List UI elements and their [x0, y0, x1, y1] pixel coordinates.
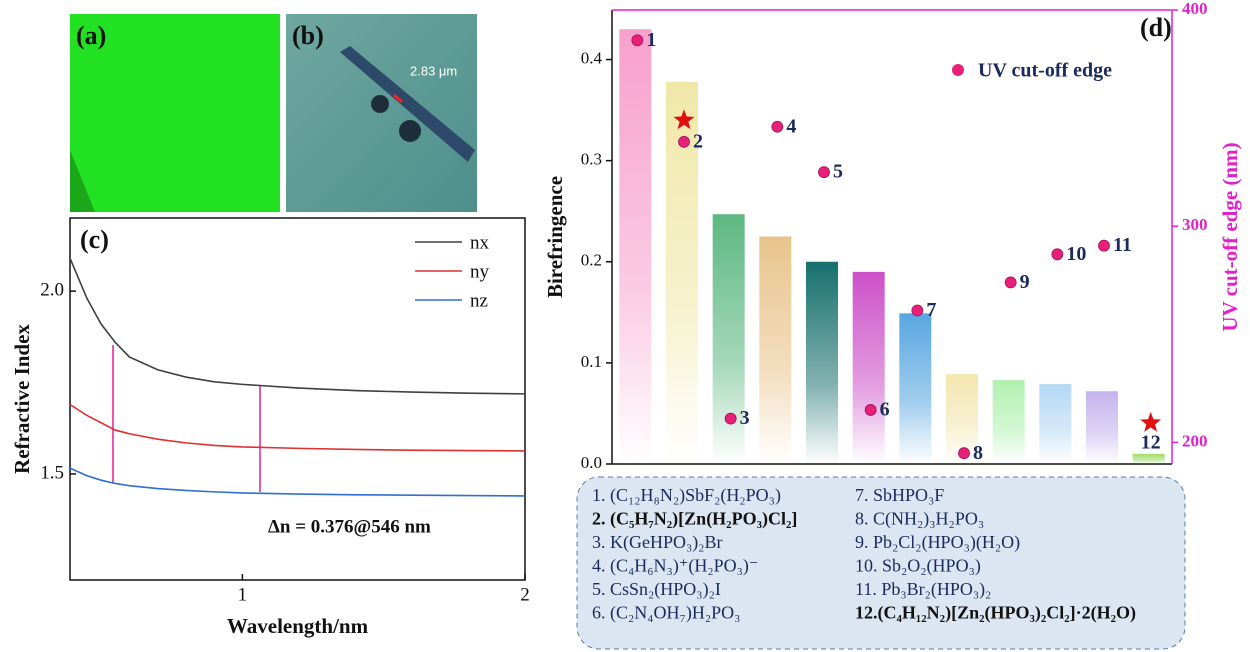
micrograph-a: [70, 14, 280, 212]
compound-item: 9. Pb₂Cl₂(HPO₃)(H₂O): [855, 532, 1020, 553]
point-label: 7: [926, 299, 936, 321]
micrograph-b: [286, 14, 477, 212]
uv-point: [958, 447, 970, 460]
y-axis-label: Refractive Index: [10, 324, 34, 474]
point-label: 8: [973, 442, 983, 464]
point-label: 10: [1066, 243, 1086, 265]
panel-label: (c): [80, 225, 109, 254]
series-line: [69, 403, 526, 452]
compound-item: 8. C(NH₂)₃H₂PO₃: [855, 509, 984, 530]
y-tick-label: 1.5: [40, 462, 64, 483]
bar: [899, 313, 932, 464]
point-label: 2: [693, 130, 703, 152]
y2-tick-label: 200: [1182, 431, 1208, 450]
bar: [992, 380, 1025, 464]
crystal: [340, 46, 475, 162]
compound-item: 4. (C₄H₆N₃)⁺(H₂PO₃)⁻: [592, 556, 758, 577]
point-label: 5: [833, 161, 843, 183]
bar: [1132, 453, 1165, 464]
y-tick-label: 0.1: [581, 352, 602, 371]
star-marker: [673, 109, 695, 130]
star-marker: [1140, 411, 1162, 432]
compound-item: 5. CsSn₂(HPO₃)₂I: [592, 579, 721, 600]
bar: [852, 271, 885, 464]
compound-item: 6. (C₂N₄OH₇)H₂PO₃: [592, 603, 740, 624]
x-tick-label: 1: [238, 584, 248, 605]
uv-point: [1004, 276, 1017, 289]
uv-point: [1098, 239, 1110, 252]
x-axis-label: Wavelength/nm: [227, 614, 369, 638]
y-tick-label: 0.0: [581, 453, 602, 472]
compound-item: 1. (C₁₂H₈N₂)SbF₂(H₂PO₃): [592, 485, 781, 506]
annotation: Δn = 0.376@546 nm: [268, 516, 431, 537]
y2-tick-label: 300: [1182, 215, 1208, 234]
series-line: [69, 467, 526, 497]
y2-tick-label: 400: [1182, 0, 1208, 18]
y-tick-label: 0.4: [581, 48, 603, 67]
panel-label: (b): [292, 21, 324, 50]
point-label: 3: [740, 407, 750, 429]
bar: [1086, 391, 1118, 464]
series-line: [69, 257, 526, 395]
uv-point: [864, 404, 877, 416]
point-label: 1: [646, 29, 656, 51]
bar: [806, 261, 838, 464]
uv-point: [771, 120, 784, 133]
shadow: [70, 150, 95, 212]
y-axis-label: Birefringence: [543, 176, 567, 298]
compound-item: 7. SbHPO₃F: [855, 485, 944, 505]
uv-point: [911, 304, 924, 317]
compound-box: [576, 476, 1186, 650]
y2-axis-label: UV cut-off edge (nm): [1218, 142, 1242, 331]
uv-point: [1051, 248, 1064, 261]
uv-point: [631, 34, 644, 47]
point-label: 11: [1113, 234, 1132, 256]
bubble: [371, 95, 389, 113]
uv-point: [678, 135, 690, 148]
compound-item: 3. K(GeHPO₃)₂Br: [592, 532, 723, 553]
point-label: 12: [1141, 432, 1161, 454]
point-label: 4: [786, 115, 796, 137]
compound-item: 10. Sb₂O₂(HPO₃): [855, 556, 981, 577]
y-tick-label: 0.2: [581, 251, 602, 270]
compound-item: 11. Pb₃Br₂(HPO₃)₂: [855, 579, 991, 600]
legend-label: nx: [470, 232, 490, 253]
bubble: [399, 120, 421, 142]
compound-item: 12.(C₄H₁₂N₂)[Zn₂(HPO₃)₂Cl₂]·2(H₂O): [855, 603, 1136, 624]
panel-label: (a): [76, 21, 106, 50]
y-tick-label: 2.0: [40, 279, 64, 300]
legend-marker: [952, 64, 964, 76]
scale-marker: [393, 93, 403, 104]
legend-label: nz: [470, 290, 488, 311]
legend-label: UV cut-off edge: [978, 60, 1112, 82]
bar: [759, 236, 792, 464]
bar: [619, 29, 652, 465]
legend-label: ny: [470, 261, 490, 282]
uv-point: [724, 412, 737, 425]
x-tick-label: 2: [520, 584, 530, 605]
panel-label: (d): [1140, 13, 1172, 42]
uv-point: [818, 166, 830, 179]
point-label: 9: [1020, 271, 1030, 293]
bar: [1039, 384, 1072, 464]
plot-frame: [69, 217, 526, 581]
point-label: 6: [880, 399, 890, 421]
scale-label: 2.83 μm: [410, 63, 457, 78]
compound-item: 2. (C₅H₇N₂)[Zn(H₂PO₃)Cl₂]: [592, 509, 797, 530]
y-tick-label: 0.3: [581, 150, 602, 169]
